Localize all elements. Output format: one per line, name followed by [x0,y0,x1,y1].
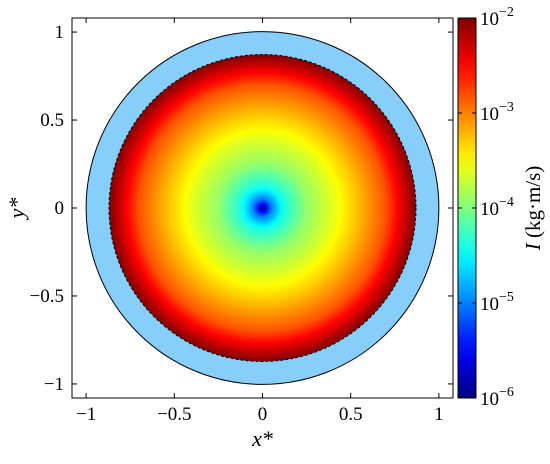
x-tick-label: 0.5 [339,404,363,425]
colorbar-label-unit: (kg·m/s) [521,166,545,244]
colorbar-tick-exponent: −3 [499,100,514,115]
colorbar-label: I (kg·m/s) [521,166,545,252]
y-tick-label: 0 [55,198,65,219]
x-axis-label: x* [251,426,273,451]
colorbar-tick-base: 10 [480,389,499,410]
colorbar-tick-base: 10 [480,104,499,125]
y-axis-ticks: −1 −0.5 0 0.5 1 [30,22,453,395]
colorbar-tick-label: 10−4 [480,195,514,220]
colorbar-tick-base: 10 [480,294,499,315]
y-tick-label: −1 [44,374,64,395]
colorbar: 10−610−510−410−310−2 I (kg·m/s) [457,5,545,410]
colorbar-tick-label: 10−6 [480,385,514,410]
colorbar-tick-base: 10 [480,199,499,220]
colorbar-ticks: 10−610−510−410−310−2 [458,5,514,410]
colorbar-tick-label: 10−5 [480,290,514,315]
colorbar-tick-base: 10 [480,9,499,30]
colorbar-tick-label: 10−2 [480,5,514,30]
colorbar-tick-exponent: −5 [499,290,514,305]
x-axis-ticks: −1 −0.5 0 0.5 1 [76,18,444,425]
x-tick-label: 0 [258,404,268,425]
inner-boundary-dashed-circle [108,54,417,362]
plot-area: −1 −0.5 0 0.5 1 −1 −0.5 0 0.5 1 x* y* [4,17,454,451]
x-tick-label: −0.5 [157,404,191,425]
colorbar-tick-exponent: −6 [499,385,514,400]
colorbar-tick-label: 10−3 [480,100,514,125]
colorbar-tick-exponent: −2 [499,5,514,20]
colorbar-label-symbol: I [521,242,545,251]
y-tick-label: 1 [55,22,65,43]
y-tick-label: 0.5 [40,110,64,131]
colorbar-tick-exponent: −4 [499,195,514,210]
x-tick-label: 1 [434,404,444,425]
y-tick-label: −0.5 [30,286,64,307]
intensity-field [109,54,416,362]
x-tick-label: −1 [76,404,96,425]
y-axis-label: y* [4,198,29,221]
intensity-ring [261,206,264,210]
